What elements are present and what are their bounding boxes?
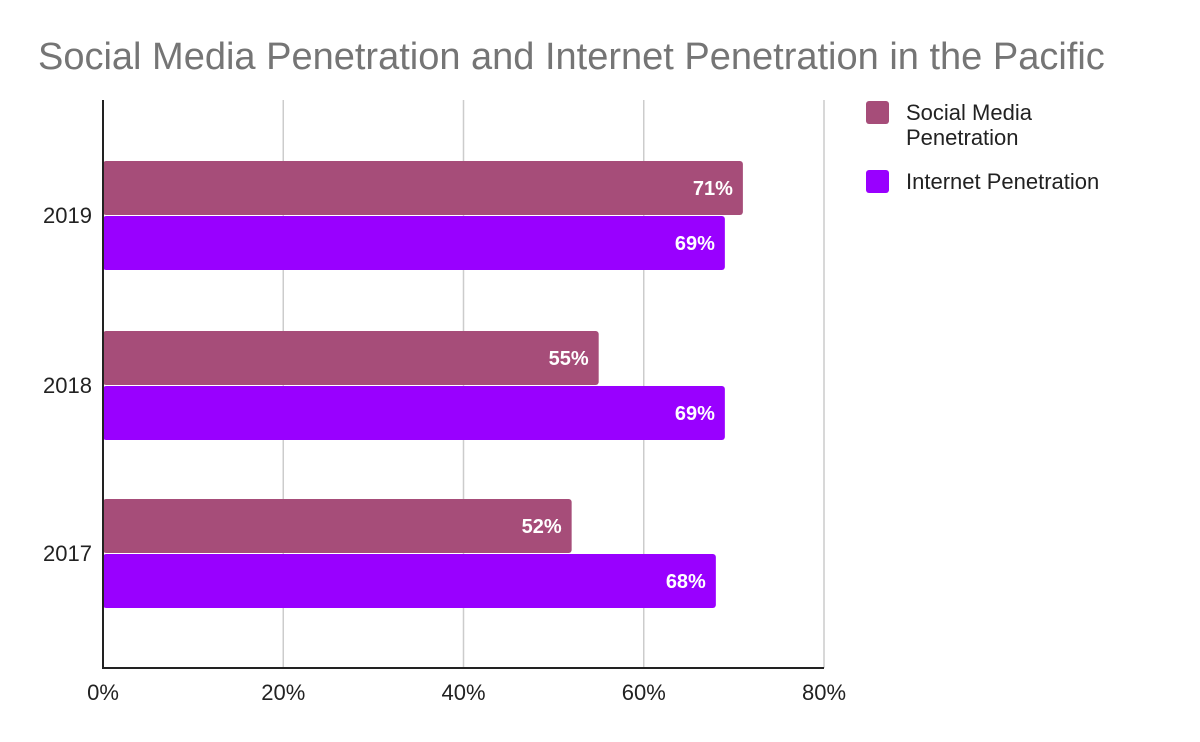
x-tick-label: 40%: [441, 680, 485, 705]
bar-data-label: 55%: [549, 348, 589, 370]
bar: [103, 331, 599, 385]
legend-swatch: [866, 101, 889, 124]
bar: [103, 216, 725, 270]
bar: [103, 386, 725, 440]
bar: [103, 161, 743, 215]
bar-data-label: 69%: [675, 233, 715, 255]
bar-data-label: 69%: [675, 403, 715, 425]
x-tick-label: 20%: [261, 680, 305, 705]
x-tick-label: 80%: [802, 680, 846, 705]
y-category-label: 2019: [43, 203, 92, 228]
axes: [102, 100, 824, 669]
bar: [103, 554, 716, 608]
legend-label: Internet Penetration: [906, 169, 1099, 194]
x-tick-label: 0%: [87, 680, 119, 705]
legend-label: Social Media Penetration: [906, 100, 1033, 150]
bar-data-label: 52%: [522, 516, 562, 538]
x-tick-label: 60%: [622, 680, 666, 705]
y-category-label: 2017: [43, 541, 92, 566]
bar-data-label: 71%: [693, 178, 733, 200]
labels: 0% 20% 40% 60% 80% 2019 71% 69% 2018 55% 69% 2017 52…: [43, 178, 846, 705]
chart-title: Social Media Penetration and Internet Pe…: [38, 36, 1105, 78]
bar-data-label: 68%: [666, 571, 706, 593]
legend: Social Media Penetration Internet Penetrat…: [866, 100, 1099, 194]
legend-swatch: [866, 170, 889, 193]
bars: [103, 161, 743, 608]
y-category-label: 2018: [43, 373, 92, 398]
bar: [103, 499, 572, 553]
